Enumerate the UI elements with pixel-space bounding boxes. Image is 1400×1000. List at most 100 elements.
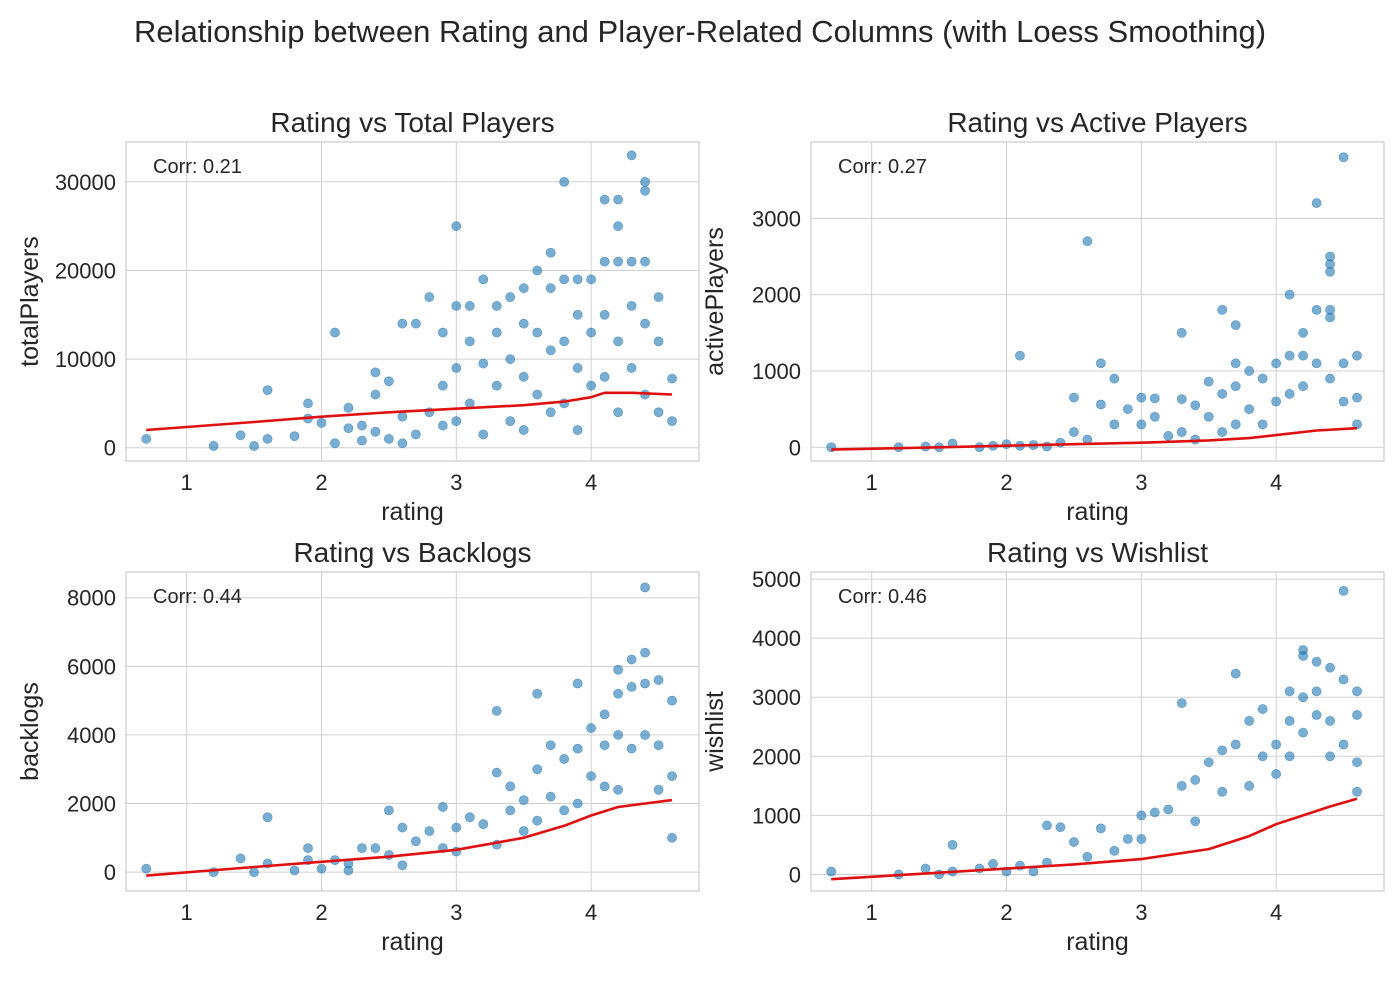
data-point (1352, 686, 1362, 697)
data-point (1230, 419, 1241, 430)
y-tick-label: 8000 (67, 586, 116, 611)
data-point (1284, 350, 1295, 361)
data-point (518, 371, 529, 382)
data-point (437, 420, 448, 431)
data-point (1042, 441, 1052, 452)
data-point (572, 309, 583, 320)
data-point (667, 832, 677, 843)
data-point (1217, 745, 1228, 756)
data-point (559, 274, 570, 285)
data-point (1122, 404, 1133, 415)
data-point (1298, 327, 1309, 338)
data-point (357, 435, 367, 446)
data-point (1055, 822, 1066, 833)
loess-line (831, 426, 1358, 451)
data-point (464, 812, 475, 823)
data-point (505, 781, 516, 792)
data-point (613, 336, 624, 347)
y-tick-label: 20000 (55, 258, 116, 283)
data-point (974, 863, 985, 874)
data-point (613, 407, 624, 418)
data-point (1352, 786, 1362, 797)
data-point (1069, 392, 1079, 403)
subplot-title: Rating vs Wishlist (987, 537, 1208, 568)
x-tick-label: 3 (1135, 900, 1147, 925)
data-point (1055, 437, 1066, 448)
data-point (1149, 411, 1160, 422)
data-point (532, 815, 543, 826)
data-point (518, 318, 529, 329)
data-point (384, 433, 394, 444)
data-point (1136, 392, 1147, 403)
y-tick-label: 10000 (55, 347, 116, 372)
data-point (437, 327, 448, 338)
chart-panel-2: 1 2 3 4 0 1000 2000 3000 Corr: 0.27 Rating vs Act… (701, 107, 1385, 526)
data-point (1338, 586, 1349, 596)
data-point (1001, 439, 1012, 450)
data-point (1109, 373, 1120, 384)
data-point (357, 420, 367, 431)
data-point (613, 194, 624, 205)
data-point (599, 740, 610, 751)
y-axis-label: wishlist (701, 691, 729, 773)
data-point (653, 675, 664, 685)
data-point (235, 430, 246, 441)
data-point (1325, 751, 1335, 762)
data-point (1325, 373, 1335, 384)
x-axis-label: rating (1066, 928, 1129, 956)
data-point (1176, 780, 1187, 791)
data-point (464, 336, 475, 347)
data-point (249, 441, 259, 451)
x-tick-label: 2 (315, 900, 327, 925)
data-point (599, 194, 610, 205)
data-point (1042, 820, 1052, 831)
data-point (640, 256, 650, 267)
data-point (1082, 236, 1093, 247)
correlation-annotation: Corr: 0.46 (838, 586, 927, 608)
data-point (559, 176, 570, 187)
data-point (1217, 304, 1228, 315)
data-point (1284, 686, 1295, 697)
data-point (947, 840, 958, 850)
data-point (1095, 823, 1106, 834)
y-tick-label: 2000 (67, 792, 116, 817)
data-point (1271, 358, 1282, 369)
data-point (572, 274, 583, 285)
y-tick-label: 30000 (55, 170, 116, 195)
data-point (451, 822, 462, 833)
data-point (572, 743, 583, 754)
y-tick-label: 4000 (67, 723, 116, 748)
data-point (397, 411, 408, 422)
y-tick-label: 2000 (752, 283, 801, 308)
data-point (491, 301, 502, 311)
data-point (1298, 692, 1309, 703)
data-point (626, 743, 637, 754)
data-point (1176, 427, 1187, 437)
data-point (1257, 419, 1268, 430)
correlation-annotation: Corr: 0.21 (153, 156, 242, 178)
data-point (572, 798, 583, 809)
data-point (640, 318, 650, 329)
data-point (1257, 751, 1268, 762)
data-point (370, 426, 381, 437)
data-point (667, 416, 677, 427)
data-point (289, 431, 300, 442)
data-point (667, 771, 677, 781)
data-point (410, 429, 421, 440)
data-point (626, 654, 637, 665)
data-point (626, 682, 637, 692)
x-tick-label: 2 (1000, 900, 1012, 925)
data-point (316, 417, 327, 428)
data-point (1230, 668, 1241, 679)
data-point (1230, 358, 1241, 369)
data-point (1136, 810, 1147, 821)
data-point (397, 822, 408, 833)
data-point (451, 416, 462, 427)
data-point (640, 582, 650, 593)
x-tick-label: 3 (1135, 470, 1147, 495)
data-point (384, 376, 394, 387)
plot-frame (125, 141, 700, 462)
data-point (1217, 786, 1228, 797)
data-point (1095, 358, 1106, 369)
data-point (667, 373, 677, 384)
